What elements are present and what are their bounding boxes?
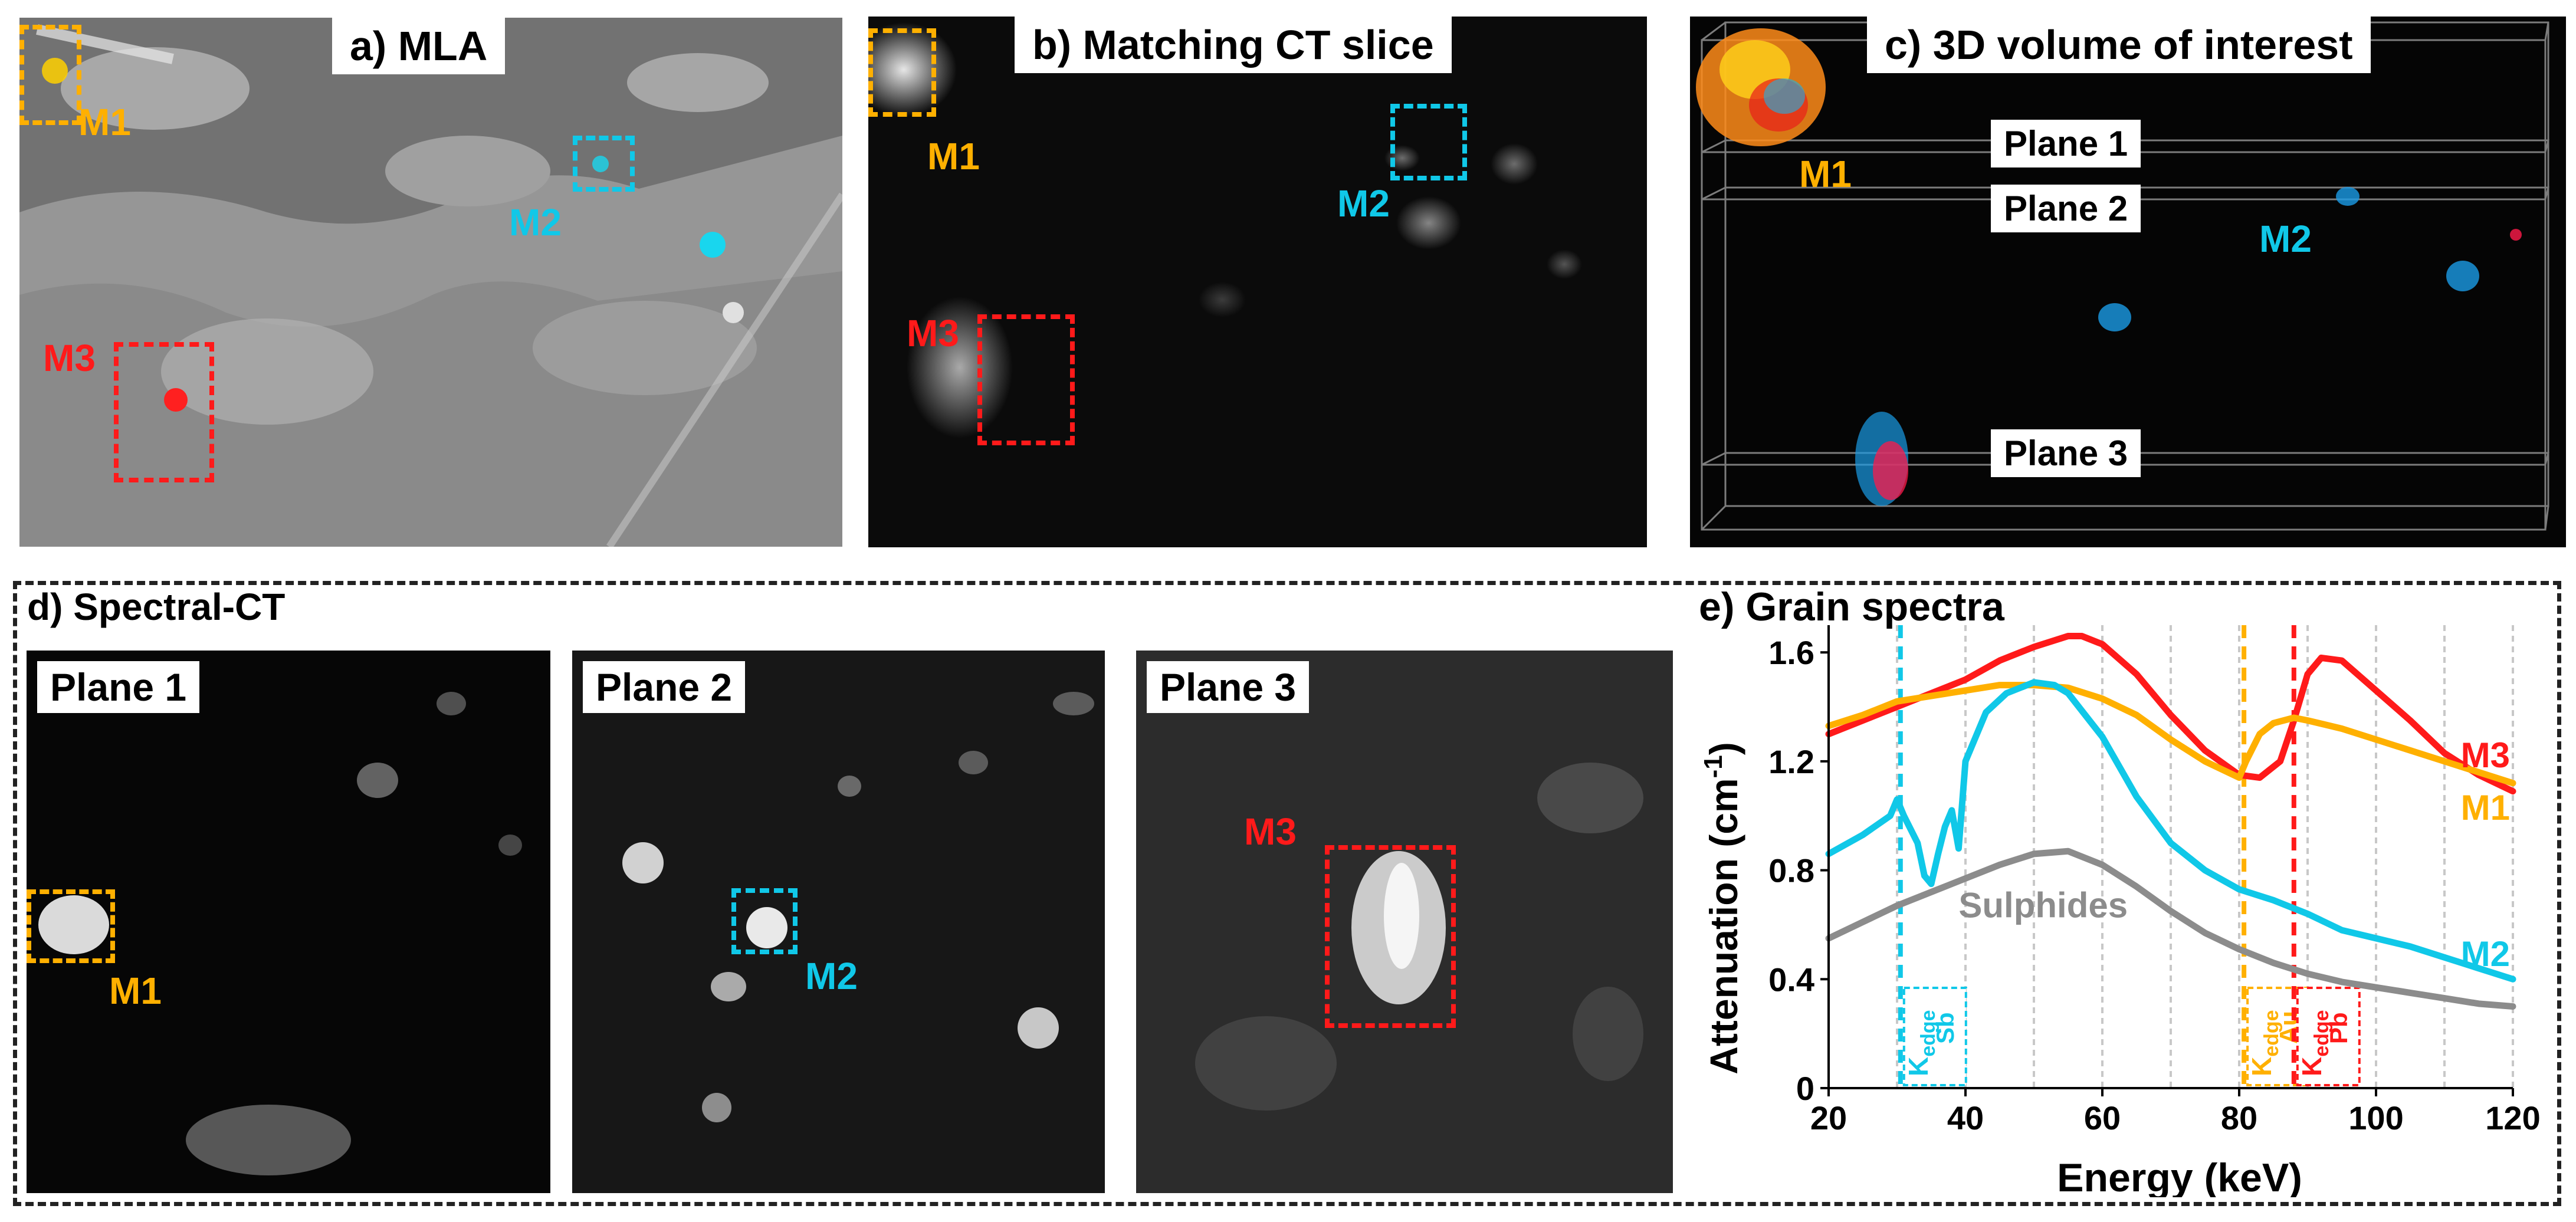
y-tick-label: 0.8 <box>1768 852 1814 889</box>
k-edge-sub: edge <box>1917 1010 1940 1056</box>
k-edge-label-sb: Kedge <box>1903 1010 1940 1076</box>
y-axis-label-main: Attenuation (cm <box>1702 778 1745 1074</box>
series-label-m2: M2 <box>2461 934 2510 974</box>
x-tick-label: 100 <box>2348 1099 2403 1136</box>
k-edge-label-pb: Kedge <box>2296 1010 2333 1076</box>
m3-box <box>977 314 1075 445</box>
m2-box <box>573 136 635 192</box>
m3-marker-label: M3 <box>43 337 96 379</box>
k-edge-box-sb <box>1902 987 1967 1086</box>
x-tick-label: 20 <box>1810 1099 1847 1136</box>
panel-c-3d-volume: Plane 1 Plane 2 Plane 3 M1 M2 c) 3D volu… <box>1690 17 2566 547</box>
series-label-m3: M3 <box>2461 735 2510 775</box>
m1-marker-label: M1 <box>1799 153 1852 195</box>
y-tick-label: 0.4 <box>1768 961 1814 998</box>
y-axis-label: Attenuation (cm-1) <box>1699 742 1745 1074</box>
m1-marker-label: M1 <box>927 135 980 178</box>
panel-a-title: a) MLA <box>332 18 506 74</box>
k-edge-sub: edge <box>2260 1010 2283 1056</box>
m2-marker-label: M2 <box>1337 182 1390 225</box>
plane-1-title: Plane 1 <box>37 661 200 713</box>
chart-axes: 20 40 60 80 100 120 0 0.4 0.8 1.2 1.6 <box>1768 625 2541 1136</box>
m3-marker-label: M3 <box>907 312 959 354</box>
plane-2-label: Plane 2 <box>1991 185 2141 232</box>
k-edge-sub: edge <box>2311 1010 2333 1056</box>
plane-3-label: Plane 3 <box>1991 429 2141 477</box>
y-axis-label-sup: -1 <box>1699 755 1728 778</box>
plane-1-label: Plane 1 <box>1991 120 2141 167</box>
m2-marker-label: M2 <box>2259 218 2312 260</box>
chart-grid <box>1896 625 2514 1088</box>
series-line-m1 <box>1825 682 2516 787</box>
m3-box <box>114 342 214 482</box>
x-tick-label: 80 <box>2221 1099 2257 1136</box>
panel-d-e-frame <box>13 581 2561 1206</box>
x-tick-label: 60 <box>2084 1099 2121 1136</box>
x-tick-label: 40 <box>1947 1099 1984 1136</box>
spectral-plane-2: M2 Plane 2 <box>572 651 1105 1193</box>
m1-box <box>27 889 115 963</box>
panel-d-title: d) Spectral-CT <box>27 586 286 628</box>
k-edge-label-au: Kedge <box>2246 1010 2283 1076</box>
m2-box <box>731 888 798 954</box>
m1-box <box>19 25 81 125</box>
y-tick-label: 0 <box>1796 1070 1814 1107</box>
panel-b-ct-image: M1 M2 M3 b) Matching CT slice <box>868 17 1647 547</box>
spectral-plane-3: M3 Plane 3 <box>1136 651 1673 1193</box>
y-axis-label-end: ) <box>1702 742 1745 755</box>
series-line-sulphides <box>1825 847 2516 1010</box>
m1-box <box>868 28 936 117</box>
k-edge-letter: K <box>1903 1057 1934 1076</box>
m2-marker-label: M2 <box>805 955 858 997</box>
series-line-m3 <box>1825 632 2516 795</box>
panel-a-mla-image: M1 M2 M3 a) MLA <box>19 18 842 547</box>
ct-slice <box>868 17 1647 547</box>
chart-labels: M3 M1 M2 Sulphides <box>1958 735 2510 974</box>
plane-3-title: Plane 3 <box>1147 661 1310 713</box>
chart-title: e) Grain spectra <box>1699 584 2005 629</box>
m2-marker-label: M2 <box>509 201 562 244</box>
panel-c-title: c) 3D volume of interest <box>1867 17 2371 73</box>
y-tick-label: 1.2 <box>1768 743 1814 780</box>
y-tick-label: 1.6 <box>1768 634 1814 671</box>
plane-2-title: Plane 2 <box>583 661 746 713</box>
series-line-m2 <box>1825 679 2516 983</box>
k-edge-letter: K <box>2296 1057 2327 1076</box>
x-axis-label: Energy (keV) <box>2057 1155 2302 1197</box>
panel-b-title: b) Matching CT slice <box>1015 17 1452 73</box>
spectral-plane-1: M1 Plane 1 <box>27 651 550 1193</box>
series-label-sulphides: Sulphides <box>1958 886 2128 925</box>
m3-box <box>1325 845 1456 1028</box>
plane-3-image <box>1136 651 1673 1193</box>
k-edge-box-pb <box>2296 987 2361 1086</box>
k-edge-letter: K <box>2246 1057 2277 1076</box>
k-edge-element-pb: Pb <box>2325 1012 2352 1044</box>
k-edge-element-sb: Sb <box>1931 1012 1959 1044</box>
plane-2-image <box>572 651 1105 1193</box>
x-tick-label: 120 <box>2485 1099 2540 1136</box>
chart-series <box>1825 632 2516 1010</box>
m1-marker-label: M1 <box>109 970 162 1012</box>
m3-marker-label: M3 <box>1244 810 1297 853</box>
m1-marker-label: M1 <box>78 101 131 143</box>
series-label-m1: M1 <box>2461 788 2510 827</box>
mla-phase-map <box>19 18 842 547</box>
m2-box <box>1390 104 1467 180</box>
